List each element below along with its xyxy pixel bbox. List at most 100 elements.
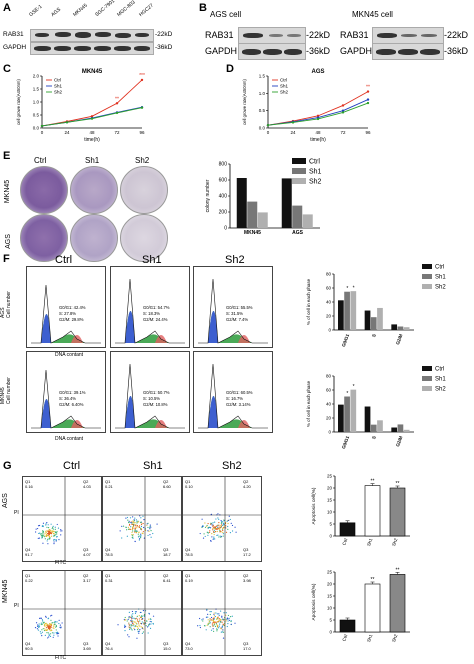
event-dot — [137, 627, 139, 630]
event-dot — [218, 524, 220, 526]
legend-swatch — [422, 264, 432, 269]
y-axis-label: cell growe rate(A450nm) — [242, 79, 247, 125]
x-axis-label: time(h) — [310, 137, 326, 143]
event-dot — [218, 625, 220, 627]
event-dot — [213, 623, 215, 625]
event-dot — [212, 522, 214, 524]
event-dot — [45, 531, 47, 534]
event-dot — [48, 536, 51, 538]
phase-percentage: G0/G1: 39.1% — [59, 390, 86, 395]
event-dot — [227, 614, 230, 617]
event-dot — [207, 534, 209, 536]
y-tick-label: 1.0 — [259, 91, 266, 96]
event-dot — [147, 632, 149, 634]
x-tick-label: Sh1 — [366, 633, 374, 643]
event-dot — [39, 631, 41, 633]
histogram-outline — [115, 363, 185, 429]
y-tick-label: 0.5 — [259, 108, 266, 113]
event-dot — [208, 621, 210, 623]
event-dot — [207, 622, 209, 624]
event-dot — [141, 627, 143, 629]
event-dot — [231, 524, 234, 527]
event-dot — [133, 520, 136, 522]
event-dot — [135, 530, 138, 532]
y-tick-label: 1.5 — [259, 74, 266, 79]
event-dot — [212, 625, 214, 627]
event-dot — [48, 535, 50, 537]
event-dot — [214, 615, 217, 618]
quadrant-label: Q1 — [25, 573, 31, 578]
blot-title-ags: AGS cell — [210, 10, 242, 19]
blot-row-label: GAPDH — [205, 46, 238, 56]
event-dot — [136, 522, 138, 524]
event-dot — [50, 530, 53, 532]
y-axis-label: colony number — [205, 179, 211, 212]
event-dot — [207, 619, 209, 621]
event-dot — [48, 628, 50, 630]
event-dot — [49, 630, 51, 632]
event-dot — [52, 622, 54, 624]
row-label: MKN45 Cell number — [0, 377, 12, 404]
event-dot — [130, 624, 132, 626]
event-dot — [55, 539, 57, 541]
event-dot — [209, 618, 211, 620]
event-dot — [156, 523, 158, 525]
quadrant-label: Q3 — [243, 547, 249, 552]
event-dot — [204, 522, 206, 524]
event-dot — [148, 527, 151, 529]
event-dot — [42, 620, 44, 622]
event-dot — [50, 615, 52, 617]
quadrant-value: 90.5 — [25, 646, 33, 651]
col-label: Sh1 — [142, 254, 162, 266]
event-dot — [218, 526, 220, 528]
quadrant-label: Q4 — [25, 641, 31, 646]
event-dot — [135, 525, 137, 527]
event-dot — [44, 538, 46, 540]
legend-label: Sh2 — [435, 285, 446, 291]
event-dot — [220, 536, 222, 538]
event-dot — [44, 534, 46, 536]
quadrant-value: 17.2 — [243, 552, 251, 557]
event-dot — [228, 617, 230, 619]
event-dot — [56, 621, 58, 623]
event-dot — [216, 630, 218, 632]
event-dot — [47, 543, 49, 545]
y-tick-label: 40 — [326, 402, 332, 407]
event-dot — [40, 633, 42, 635]
event-dot — [214, 526, 216, 528]
col-label: Sh2 — [135, 156, 150, 165]
event-dot — [43, 624, 46, 626]
significance-mark: * — [353, 286, 355, 292]
cell-cycle-histogram: G0/G1: 60.5% S: 16.7% G2/M: 3.14% — [193, 351, 273, 433]
event-dot — [136, 527, 138, 529]
event-dot — [221, 616, 223, 618]
quadrant-label: Q2 — [163, 479, 169, 484]
western-blot-mkn45-rab31 — [372, 27, 444, 44]
event-dot — [128, 520, 130, 522]
event-dot — [54, 526, 56, 528]
event-dot — [135, 524, 137, 526]
event-dot — [213, 529, 215, 532]
event-dot — [221, 521, 223, 523]
phase-percentage: S: 18.3% — [143, 311, 160, 316]
blot-size: -22kD — [444, 30, 469, 40]
event-dot — [130, 616, 132, 618]
lane-label: AGS — [50, 6, 63, 18]
phase-percentage: G2/M: 3.14% — [226, 402, 251, 407]
histogram-outline — [198, 278, 268, 344]
phase-percentage: G2/M: 24.4% — [143, 317, 168, 322]
event-dot — [41, 535, 44, 537]
cell-cycle-histogram: G0/G1: 54.7% S: 18.3% G2/M: 24.4% — [110, 266, 190, 348]
scatter-dots — [23, 571, 101, 655]
event-dot — [201, 525, 204, 528]
event-dot — [50, 626, 52, 628]
x-tick-label: Ctrl — [341, 634, 348, 642]
histogram-outline — [31, 369, 101, 429]
event-dot — [126, 620, 128, 622]
histogram-plot — [31, 284, 101, 344]
event-dot — [45, 524, 47, 526]
event-dot — [142, 522, 144, 525]
event-dot — [218, 627, 220, 629]
x-axis-label: time(h) — [84, 137, 100, 143]
event-dot — [42, 530, 44, 532]
